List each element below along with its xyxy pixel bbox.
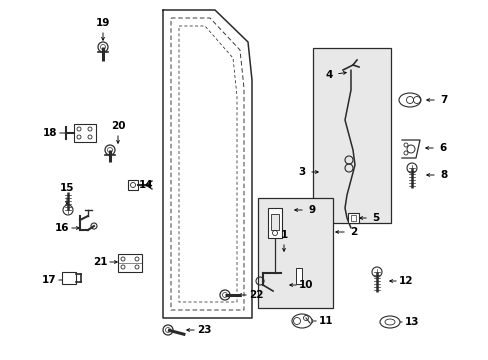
Text: 20: 20 <box>110 121 125 131</box>
Bar <box>128 180 138 190</box>
Ellipse shape <box>398 93 420 107</box>
Bar <box>270 214 279 230</box>
Bar <box>347 213 358 223</box>
Bar <box>295 268 302 284</box>
Text: 1: 1 <box>280 230 287 240</box>
Text: 19: 19 <box>96 18 110 28</box>
Text: 22: 22 <box>248 290 263 300</box>
Text: 3: 3 <box>298 167 305 177</box>
Bar <box>350 215 355 221</box>
Text: 2: 2 <box>350 227 357 237</box>
Bar <box>118 254 142 272</box>
Text: 15: 15 <box>60 183 74 193</box>
Text: 5: 5 <box>372 213 379 223</box>
Ellipse shape <box>379 316 399 328</box>
Text: 18: 18 <box>42 128 57 138</box>
Text: 10: 10 <box>298 280 313 290</box>
Bar <box>258 198 332 308</box>
Text: 9: 9 <box>308 205 315 215</box>
Text: 23: 23 <box>196 325 211 335</box>
Text: 11: 11 <box>318 316 332 326</box>
Ellipse shape <box>384 319 394 325</box>
Ellipse shape <box>291 314 311 328</box>
Text: 16: 16 <box>55 223 69 233</box>
Text: 21: 21 <box>93 257 107 267</box>
Text: 12: 12 <box>398 276 412 286</box>
Text: 4: 4 <box>325 70 332 80</box>
Bar <box>267 208 282 238</box>
Bar <box>62 272 76 284</box>
Text: 7: 7 <box>439 95 447 105</box>
Text: 6: 6 <box>439 143 446 153</box>
Text: 13: 13 <box>404 317 418 327</box>
Text: 14: 14 <box>139 180 153 190</box>
Bar <box>74 124 96 142</box>
Bar <box>312 48 390 223</box>
Text: 17: 17 <box>41 275 56 285</box>
Text: 8: 8 <box>440 170 447 180</box>
